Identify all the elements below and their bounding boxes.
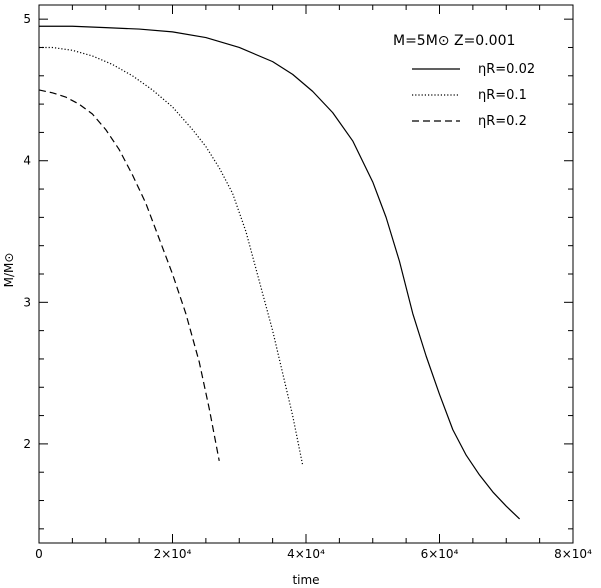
y-axis-label: M/M⊙ [2, 253, 16, 288]
legend-label: ηR=0.02 [478, 62, 535, 77]
series-line-dashed [38, 89, 220, 461]
y-tick-label: 3 [23, 295, 31, 309]
y-tick-label: 5 [23, 12, 31, 26]
x-ticks: 0 2×10⁴ 4×10⁴ 6×10⁴ 8×10⁴ [35, 5, 592, 561]
series-line-dotted [39, 46, 304, 466]
x-tick-label: 8×10⁴ [554, 547, 592, 561]
x-tick-label: 0 [35, 547, 43, 561]
legend-title: M=5M⊙ Z=0.001 [393, 33, 515, 49]
x-axis-label: time [292, 573, 319, 587]
series-line-solid [39, 25, 521, 520]
legend-label: ηR=0.2 [478, 114, 527, 129]
y-tick-label: 2 [23, 437, 31, 451]
legend-label: ηR=0.1 [478, 88, 527, 103]
y-ticks: 2 3 4 5 [23, 12, 573, 530]
legend: M=5M⊙ Z=0.001 ηR=0.02 ηR=0.1 ηR=0.2 [393, 33, 535, 129]
series-lines [38, 25, 521, 520]
x-tick-label: 2×10⁴ [154, 547, 192, 561]
y-tick-label: 4 [23, 154, 31, 168]
x-tick-label: 4×10⁴ [287, 547, 325, 561]
x-tick-label: 6×10⁴ [421, 547, 459, 561]
